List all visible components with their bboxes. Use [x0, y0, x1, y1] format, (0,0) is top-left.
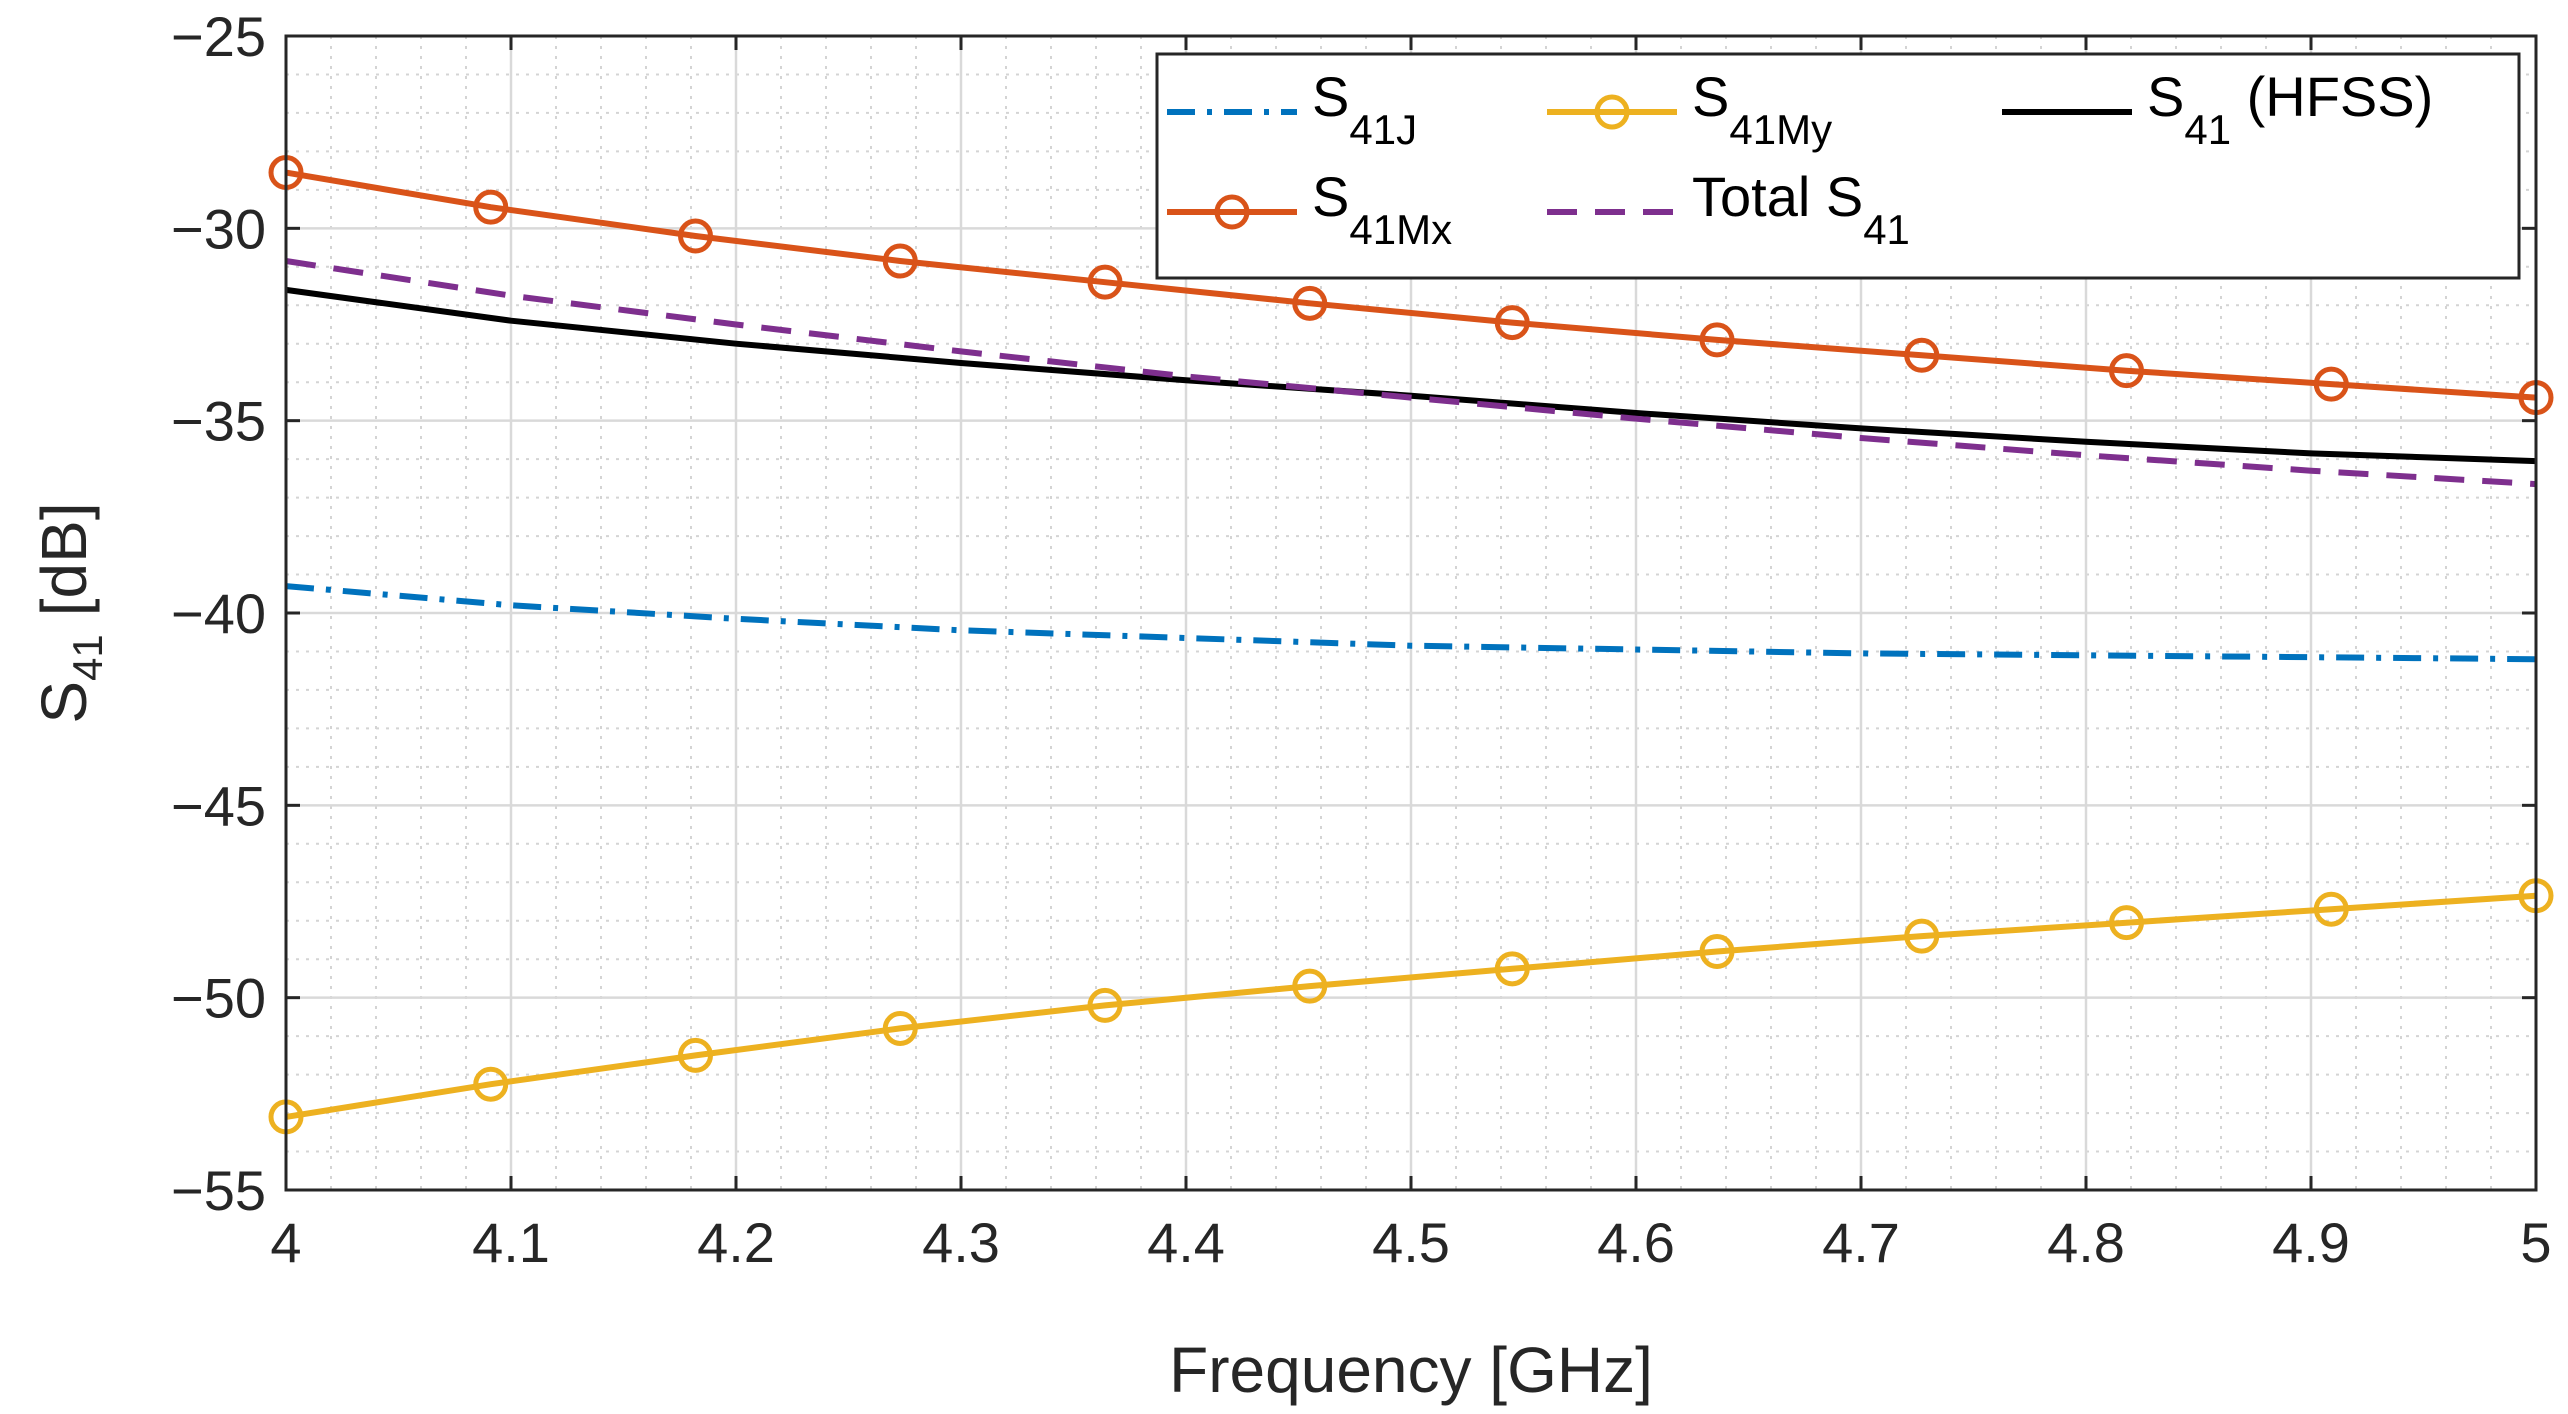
data-point-s41mx	[2313, 366, 2349, 402]
data-point-s41my	[2109, 905, 2144, 941]
data-point-s41my	[882, 1010, 918, 1046]
legend-entry-total: Total S41	[1547, 165, 1910, 253]
y-axis-title-base: S	[28, 681, 100, 724]
x-tick-label: 4.5	[1372, 1211, 1450, 1274]
data-point-s41my	[473, 1066, 509, 1102]
legend-entry-s41j: S41J	[1167, 65, 1417, 153]
x-tick-label: 4.7	[1822, 1211, 1900, 1274]
data-point-s41my	[1292, 968, 1328, 1004]
series-line-s41my	[285, 892, 2537, 1120]
x-tick-label: 4.3	[922, 1211, 1000, 1274]
series-layer	[268, 155, 2554, 1135]
series-line-s41mx	[285, 169, 2537, 401]
y-axis-title: S41 [dB]	[28, 502, 111, 723]
y-tick-label: −30	[171, 197, 266, 260]
data-point-s41mx	[1904, 337, 1940, 373]
legend-label-sub: 41My	[1729, 106, 1832, 153]
y-tick-label: −25	[171, 5, 266, 68]
legend-label-s41hfss: S41 (HFSS)	[2147, 65, 2433, 153]
series-line-s41j	[285, 583, 2537, 663]
legend-marker-s41my	[1594, 94, 1630, 130]
data-point-s41mx	[678, 218, 713, 254]
x-tick-label: 4.6	[1597, 1211, 1675, 1274]
x-tick-label: 4.9	[2272, 1211, 2350, 1274]
y-tick-label: −40	[171, 582, 266, 645]
legend-label-sub: 41Mx	[1349, 206, 1452, 253]
data-point-s41mx	[1087, 264, 1123, 300]
legend-label-s41mx: S41Mx	[1312, 165, 1452, 253]
legend-label-base: S	[1312, 165, 1349, 228]
data-point-s41my	[678, 1037, 713, 1073]
data-point-s41mx	[1292, 285, 1328, 321]
x-tick-label: 4.8	[2047, 1211, 2125, 1274]
x-tick-label: 4.4	[1147, 1211, 1225, 1274]
data-point-s41my	[2313, 891, 2349, 927]
legend-label-sub: 41	[2184, 106, 2231, 153]
series-s41j	[285, 583, 2537, 663]
y-tick-label: −55	[171, 1159, 266, 1222]
legend-label-base: S	[2147, 65, 2184, 128]
legend-label-s41j: S41J	[1312, 65, 1417, 153]
data-point-s41my	[1699, 934, 1735, 970]
series-s41mx	[268, 155, 2554, 416]
y-tick-label: −35	[171, 390, 266, 453]
x-tick-label: 4.1	[472, 1211, 550, 1274]
x-axis-ticks: 4 4.1 4.2 4.3 4.4 4.5 4.6 4.7 4.8 4.9 5	[270, 36, 2552, 1274]
legend-label-suffix: (HFSS)	[2231, 65, 2433, 128]
data-point-s41mx	[473, 189, 509, 225]
data-point-s41mx	[1699, 322, 1735, 358]
x-tick-label: 4	[270, 1211, 301, 1274]
y-tick-label: −45	[171, 774, 266, 837]
data-point-s41my	[1904, 918, 1940, 954]
legend-entry-s41mx: S41Mx	[1167, 165, 1452, 253]
x-tick-label: 4.2	[697, 1211, 775, 1274]
legend-entry-s41my: S41My	[1547, 65, 1832, 153]
series-total	[285, 258, 2537, 488]
legend-box	[1155, 52, 2521, 280]
legend-label-total: Total S41	[1692, 165, 1910, 253]
y-axis-title-sub: 41	[64, 634, 111, 681]
legend-label-base: Total S	[1692, 165, 1863, 228]
data-point-s41mx	[882, 243, 918, 279]
legend-entry-s41hfss: S41 (HFSS)	[2002, 65, 2433, 153]
legend-label-sub: 41J	[1349, 106, 1417, 153]
data-point-s41mx	[2109, 353, 2144, 389]
y-tick-label: −50	[171, 967, 266, 1030]
x-tick-label: 5	[2520, 1211, 2551, 1274]
legend-label-base: S	[1312, 65, 1349, 128]
data-point-s41my	[1087, 987, 1123, 1023]
x-axis-title: Frequency [GHz]	[1169, 1334, 1653, 1406]
y-axis-ticks: −55 −50 −45 −40 −35 −30 −25	[171, 5, 2536, 1222]
legend-label-base: S	[1692, 65, 1729, 128]
legend-label-s41my: S41My	[1692, 65, 1832, 153]
legend-label-sub: 41	[1863, 206, 1910, 253]
y-axis-title-suffix: [dB]	[28, 502, 100, 616]
data-point-s41my	[1494, 951, 1530, 987]
data-point-s41mx	[1494, 305, 1530, 341]
series-line-total	[285, 258, 2537, 488]
legend-marker-s41mx	[1214, 194, 1250, 230]
